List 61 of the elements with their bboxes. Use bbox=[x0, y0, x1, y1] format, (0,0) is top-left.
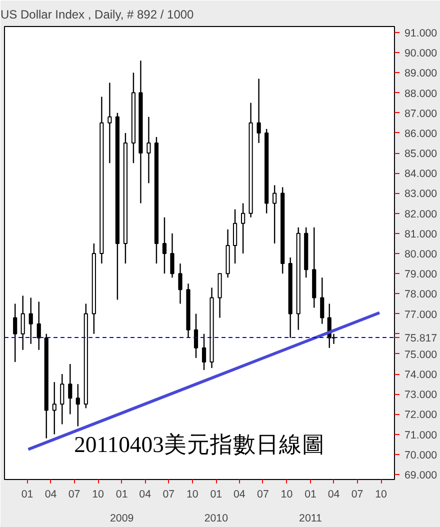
candlestick bbox=[52, 381, 56, 435]
y-tick-label: 86.000 bbox=[404, 128, 438, 140]
x-tick-label: 10 bbox=[92, 488, 104, 500]
x-tick-label: 07 bbox=[257, 488, 269, 500]
x-tick-label: 07 bbox=[351, 488, 364, 500]
x-tick-label: 01 2009 bbox=[110, 488, 134, 524]
candlestick bbox=[241, 202, 246, 254]
x-tick-label: 07 bbox=[68, 488, 80, 500]
y-tick-label: 78.000 bbox=[404, 288, 438, 301]
candlestick bbox=[272, 184, 277, 244]
y-tick-label: 72.000 bbox=[404, 409, 438, 422]
candlestick bbox=[170, 232, 174, 278]
chart-title: US Dollar Index , Daily, # 892 / 1000 bbox=[0, 8, 194, 22]
y-tick-label: 74.000 bbox=[404, 369, 438, 382]
x-tick-label: 04 bbox=[328, 488, 340, 500]
y-tick-label: 88.000 bbox=[404, 88, 438, 100]
y-tick-label: 70.000 bbox=[404, 449, 438, 462]
y-tick-label: 71.000 bbox=[404, 429, 438, 442]
x-tick-label: 07 bbox=[162, 488, 175, 500]
x-tick-label: 04 bbox=[139, 488, 152, 500]
y-tick-label: 90.000 bbox=[404, 48, 438, 60]
candlestick bbox=[194, 313, 198, 359]
candlestick bbox=[76, 383, 80, 427]
x-tick-label: 01 2011 bbox=[299, 488, 322, 524]
candlestick bbox=[146, 116, 151, 184]
candlestick bbox=[20, 295, 25, 351]
x-tick-label: 04 bbox=[234, 488, 246, 500]
candlestick bbox=[320, 277, 324, 324]
y-tick-label: 81.000 bbox=[404, 228, 438, 240]
y-tick-label: 73.000 bbox=[404, 389, 438, 402]
y-tick-label: 82.000 bbox=[404, 208, 438, 220]
candlestick bbox=[28, 297, 33, 344]
x-tick-label: 10 bbox=[186, 488, 198, 500]
x-tick-label: 10 bbox=[280, 488, 293, 500]
y-tick-label: 89.000 bbox=[404, 68, 438, 80]
candlestick bbox=[256, 78, 261, 144]
y-tick-label: 83.000 bbox=[404, 188, 438, 200]
y-tick-label: 69.000 bbox=[404, 469, 438, 482]
candlestick bbox=[36, 301, 41, 351]
candlestick bbox=[108, 82, 112, 164]
y-tick-label: 84.000 bbox=[404, 168, 438, 180]
x-tick-label: 10 bbox=[375, 488, 388, 500]
x-tick-label: 01 bbox=[21, 488, 34, 500]
y-tick-label: 80.000 bbox=[404, 248, 438, 260]
y-tick-label: 85.000 bbox=[404, 148, 438, 160]
annotation: 20110403美元指數日線圖 bbox=[74, 432, 325, 457]
candlestick bbox=[60, 373, 64, 425]
x-tick-label: 01 2010 bbox=[204, 488, 228, 524]
y-tick-label: 77.000 bbox=[404, 308, 438, 321]
y-tick-label: 79.000 bbox=[404, 268, 438, 281]
candlestick bbox=[178, 262, 182, 304]
ref-line-label: 75.817 bbox=[404, 332, 438, 345]
x-tick-label: 04 bbox=[44, 488, 57, 500]
candlestick bbox=[68, 363, 72, 415]
y-tick-label: 91.000 bbox=[404, 28, 438, 40]
candlestick bbox=[13, 303, 18, 363]
y-tick-label: 87.000 bbox=[404, 108, 438, 120]
y-tick-label: 75.000 bbox=[404, 348, 438, 361]
candlestick bbox=[232, 208, 238, 264]
candlestick bbox=[162, 216, 167, 274]
candlestick bbox=[202, 333, 206, 371]
